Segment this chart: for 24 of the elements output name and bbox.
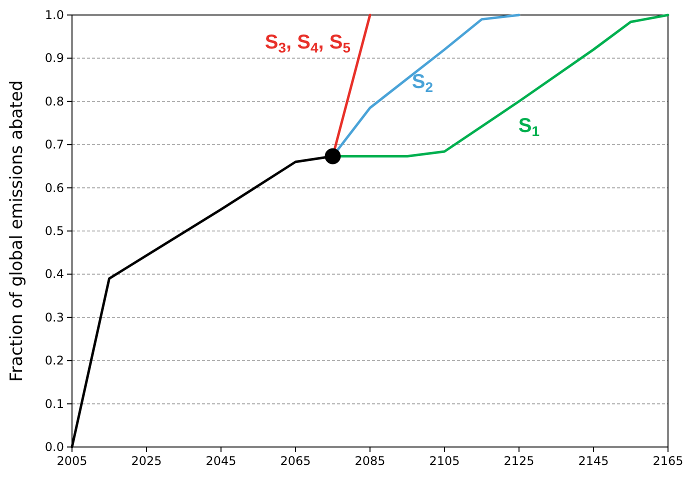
x-tick-label: 2005 — [56, 454, 88, 468]
series-label: S$_{3}$, S$_{4}$, S$_{5}$ — [264, 31, 351, 55]
y-tick-label: 0.5 — [44, 224, 64, 238]
y-axis-title: Fraction of global emissions abated — [7, 80, 27, 382]
y-tick-label: 0.8 — [44, 94, 64, 108]
series-label: S$_{2}$ — [412, 71, 434, 95]
series-label: S$_{1}$ — [518, 114, 540, 138]
y-tick-label: 0.1 — [44, 396, 64, 411]
y-tick-label: 1.0 — [44, 8, 64, 22]
x-tick-label: 2125 — [504, 454, 534, 468]
y-tick-label: 0.4 — [44, 267, 64, 282]
x-tick-label: 2065 — [280, 454, 311, 468]
x-tick-label: 2085 — [354, 454, 386, 468]
y-tick-label: 0.6 — [44, 180, 64, 195]
x-tick-label: 2145 — [578, 454, 609, 468]
y-tick-label: 0.3 — [44, 310, 64, 324]
x-tick-label: 2025 — [131, 454, 162, 468]
y-tick-label: 0.7 — [44, 138, 64, 152]
x-tick-label: 2165 — [652, 454, 684, 468]
y-tick-label: 0.2 — [44, 354, 64, 368]
y-tick-label: 0.0 — [44, 440, 64, 454]
x-tick-label: 2045 — [206, 454, 236, 468]
x-tick-label: 2105 — [429, 454, 460, 468]
y-tick-label: 0.9 — [44, 51, 64, 66]
